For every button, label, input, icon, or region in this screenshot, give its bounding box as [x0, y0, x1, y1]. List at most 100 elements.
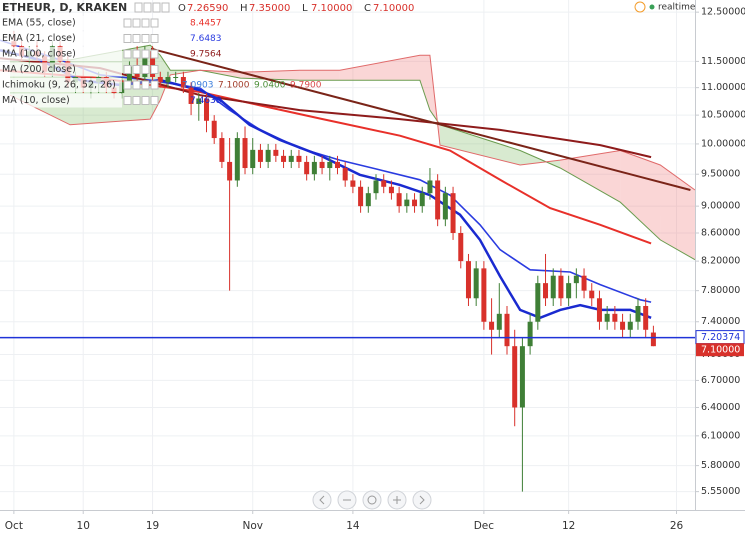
legend-icon [123, 34, 132, 43]
y-tick-label: 5.80000 [701, 460, 740, 471]
price-label-box [696, 343, 744, 357]
legend-value: 7.0903 [182, 81, 214, 91]
legend-icon [150, 18, 159, 28]
header-icon [143, 2, 152, 13]
legend-icon [132, 96, 141, 105]
ohlc-key: C [364, 3, 371, 14]
ohlc-key: L [302, 3, 308, 14]
candle-body [412, 199, 418, 207]
y-tick-label: 11.00000 [701, 82, 745, 93]
cloud-fill [419, 55, 430, 111]
indicator-line [150, 47, 691, 191]
legend-icon [132, 80, 141, 90]
candle-body [381, 180, 387, 187]
legend-icon [141, 49, 150, 59]
x-tick-label: 10 [77, 520, 90, 532]
candle-body [242, 138, 248, 169]
candle-body [496, 313, 502, 330]
ohlc-value: 7.26590 [187, 3, 228, 14]
legend-name: MA (200, close) [2, 64, 76, 75]
zoom-left[interactable] [312, 490, 332, 510]
icon [419, 495, 425, 505]
legend-icon [123, 49, 132, 59]
cloud-fill [620, 150, 661, 240]
candle-body [126, 66, 132, 83]
x-tick-label: 19 [146, 520, 159, 532]
candle-body [296, 155, 302, 162]
symbol-title: ETHEUR, D, KRAKEN [2, 1, 127, 14]
legend-name: EMA (21, close) [2, 33, 76, 44]
candle-body [558, 275, 564, 299]
candle-body [604, 313, 610, 322]
legend-bg [0, 78, 122, 92]
candle-body [543, 283, 549, 299]
candle-body [450, 193, 456, 233]
legend-value: 9.7900 [290, 81, 322, 91]
cloud-fill [299, 70, 340, 81]
header-icon [161, 2, 170, 13]
legend-value: 7.4638 [190, 96, 222, 106]
candle-body [519, 346, 525, 408]
zoom-reset[interactable] [362, 490, 382, 510]
clock-icon[interactable] [634, 1, 646, 13]
candle-body [489, 321, 495, 330]
legend-bg [0, 93, 122, 108]
legend-icon [150, 34, 159, 43]
status-dot [649, 4, 655, 10]
y-tick-label: 6.40000 [701, 402, 740, 413]
close-price-label: 7.10000 [701, 345, 740, 356]
candle-body [435, 180, 441, 220]
legend-value: 9.7564 [190, 50, 222, 60]
header-icon [134, 2, 143, 13]
zoom-right[interactable] [412, 490, 432, 510]
candle-body [358, 186, 364, 207]
y-tick-label: 9.00000 [701, 201, 740, 212]
candle-body [573, 275, 579, 284]
legend-icon [123, 96, 132, 105]
y-tick-label: 10.00000 [701, 138, 745, 149]
legend-icon [123, 18, 132, 28]
legend-icon [132, 49, 141, 59]
legend-icon [141, 34, 150, 43]
candle-body [596, 298, 602, 322]
candle-body [404, 199, 410, 207]
candle-body [234, 138, 240, 181]
legend-icon [150, 96, 159, 105]
header-icon [152, 2, 161, 13]
candle-body [419, 193, 425, 207]
legend-bg [0, 16, 122, 30]
candle-body [473, 268, 479, 299]
candle-body [211, 120, 217, 139]
cloud-fill [560, 150, 621, 203]
last-price-label: 7.20374 [701, 332, 740, 343]
candle-body [635, 305, 641, 322]
ohlc-key: H [240, 3, 248, 14]
zoom-controls[interactable] [312, 490, 432, 510]
candle-body [620, 321, 626, 330]
candle-body [173, 77, 179, 79]
y-tick-label: 6.10000 [701, 430, 740, 441]
candle-body [180, 77, 186, 88]
candle-body [311, 161, 317, 175]
x-tick-label: 14 [346, 520, 360, 532]
x-tick-label: 26 [670, 520, 684, 532]
candle-body [527, 321, 533, 347]
candle-body [342, 168, 348, 181]
candle-body [273, 149, 279, 156]
cloud-fill [339, 55, 420, 81]
legend-bg [0, 62, 122, 77]
legend-value: 8.4457 [190, 19, 222, 29]
candle-body [334, 161, 340, 169]
candle-body [196, 98, 202, 104]
y-tick-label: 7.40000 [701, 316, 740, 327]
candle-body [612, 313, 618, 322]
candle-body [203, 98, 209, 121]
ohlc-value: 7.10000 [311, 3, 352, 14]
candle-body [281, 155, 287, 162]
candle-body [627, 321, 633, 330]
cloud-fill [439, 124, 521, 165]
candle-body [350, 180, 356, 187]
legend-icon [141, 65, 150, 74]
candle-body [504, 313, 510, 347]
